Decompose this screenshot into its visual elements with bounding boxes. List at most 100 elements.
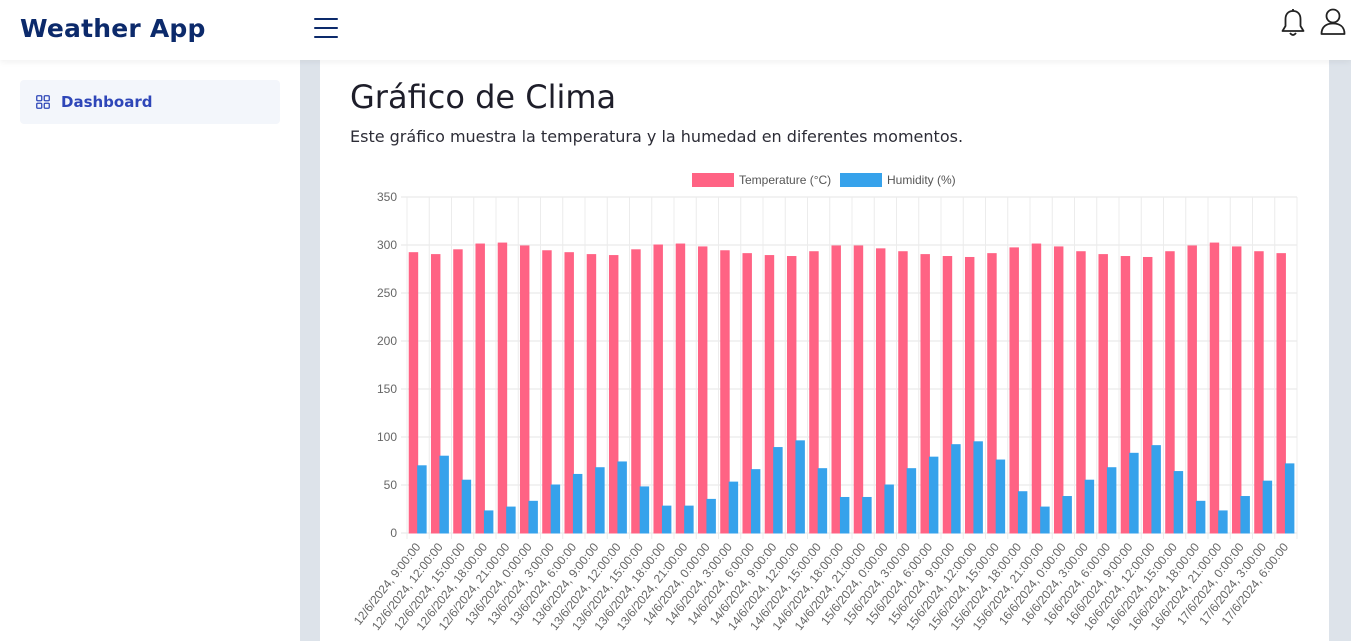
humidity-bar (661, 505, 672, 534)
humidity-bar (839, 496, 850, 534)
y-tick-label: 50 (384, 478, 398, 492)
temperature-bar (1231, 246, 1242, 534)
humidity-bar (572, 473, 583, 534)
temperature-bar (875, 248, 886, 534)
temperature-bar (1254, 251, 1264, 534)
temperature-bar (697, 246, 708, 534)
humidity-bar (995, 459, 1006, 534)
humidity-bar (1040, 506, 1050, 534)
temperature-bar (987, 253, 997, 534)
temperature-bar (1076, 251, 1086, 534)
humidity-bar (506, 506, 516, 534)
temperature-bar (631, 249, 641, 534)
temperature-bar (720, 250, 730, 534)
top-bar: Weather App (0, 0, 1351, 60)
y-tick-label: 300 (377, 238, 397, 252)
legend-label: Temperature (°C) (739, 173, 831, 187)
humidity-bar (862, 496, 872, 534)
temperature-bar (764, 255, 775, 534)
user-icon[interactable] (1318, 7, 1348, 37)
sidebar-item-dashboard[interactable]: Dashboard (20, 80, 280, 124)
temperature-bar (1276, 253, 1286, 534)
humidity-bar (1084, 479, 1095, 534)
page-subtitle: Este gráfico muestra la temperatura y la… (350, 127, 964, 146)
grid-icon (36, 95, 50, 109)
humidity-bar (595, 467, 605, 534)
app-title[interactable]: Weather App (20, 14, 206, 43)
temperature-bar (920, 254, 930, 534)
legend-swatch (840, 173, 882, 187)
temperature-bar (542, 250, 552, 534)
humidity-bar (951, 444, 961, 534)
temperature-bar (1142, 256, 1153, 534)
temperature-bar (475, 243, 485, 534)
humidity-bar (973, 441, 983, 534)
humidity-bar (817, 468, 828, 534)
humidity-bar (1195, 500, 1206, 534)
humidity-bar (795, 440, 805, 534)
temperature-bar (453, 249, 463, 534)
legend-swatch (692, 173, 734, 187)
y-tick-label: 0 (390, 526, 397, 540)
humidity-bar (928, 456, 939, 534)
temperature-bar (430, 254, 441, 534)
temperature-bar (653, 244, 663, 534)
y-tick-label: 250 (377, 286, 397, 300)
temperature-bar (1031, 243, 1042, 534)
legend-label: Humidity (%) (887, 173, 956, 187)
humidity-bar (1240, 496, 1250, 534)
menu-icon[interactable] (314, 18, 338, 40)
humidity-bar (1062, 496, 1072, 534)
humidity-bar (1218, 510, 1228, 534)
bell-icon[interactable] (1279, 8, 1307, 38)
temperature-bar (853, 245, 864, 534)
humidity-bar (1129, 452, 1139, 534)
y-tick-label: 200 (377, 334, 397, 348)
y-tick-label: 150 (377, 382, 397, 396)
temperature-bar (564, 252, 574, 534)
temperature-bar (586, 254, 597, 534)
temperature-bar (408, 252, 419, 534)
y-tick-label: 100 (377, 430, 397, 444)
humidity-bar (906, 468, 917, 534)
temperature-bar (608, 255, 619, 534)
humidity-bar (1284, 463, 1295, 534)
temperature-bar (831, 245, 841, 534)
humidity-bar (773, 447, 783, 534)
sidebar: Dashboard (0, 60, 300, 641)
temperature-bar (898, 251, 908, 534)
temperature-bar (742, 253, 752, 534)
temperature-bar (1120, 256, 1131, 534)
y-tick-label: 350 (377, 190, 397, 204)
sidebar-item-label: Dashboard (61, 93, 153, 111)
humidity-bar (417, 465, 427, 534)
humidity-bar (439, 455, 449, 534)
humidity-bar (684, 505, 694, 534)
temperature-bar (1209, 242, 1220, 534)
temperature-bar (942, 256, 953, 534)
humidity-bar (617, 461, 627, 534)
temperature-bar (675, 243, 686, 534)
humidity-bar (706, 498, 716, 534)
temperature-bar (519, 245, 530, 534)
humidity-bar (1151, 445, 1161, 534)
humidity-bar (550, 484, 561, 534)
humidity-bar (750, 469, 761, 534)
humidity-bar (639, 486, 650, 534)
temperature-bar (1187, 245, 1197, 534)
temperature-bar (809, 251, 819, 534)
humidity-bar (1262, 480, 1273, 534)
humidity-bar (1173, 471, 1184, 534)
temperature-bar (1098, 254, 1108, 534)
temperature-bar (964, 256, 975, 534)
humidity-bar (1017, 491, 1028, 534)
temperature-bar (1053, 246, 1064, 534)
humidity-bar (528, 500, 538, 534)
page-title: Gráfico de Clima (350, 78, 617, 116)
temperature-bar (497, 242, 508, 534)
humidity-bar (483, 510, 494, 534)
temperature-bar (786, 256, 797, 534)
humidity-bar (884, 484, 894, 534)
humidity-bar (461, 479, 472, 534)
